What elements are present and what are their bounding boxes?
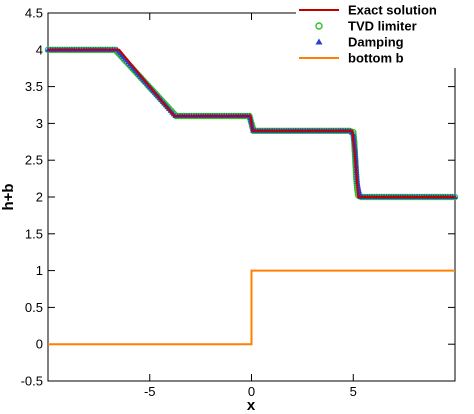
series-line xyxy=(48,269,455,346)
y-tick-label: 2.5 xyxy=(25,153,43,168)
legend-item: TVD limiter xyxy=(315,19,417,34)
y-tick-label: 4 xyxy=(36,42,43,57)
legend-swatch xyxy=(315,38,323,45)
series-bottom-b xyxy=(48,269,455,346)
legend-swatch xyxy=(315,22,323,30)
y-tick-label: 3 xyxy=(36,116,43,131)
y-tick-label: 3.5 xyxy=(25,79,43,94)
x-tick-label: 0 xyxy=(248,384,255,399)
legend-label: Exact solution xyxy=(348,3,437,18)
y-tick-label: 0 xyxy=(36,337,43,352)
legend-label: Damping xyxy=(348,35,404,50)
series-line xyxy=(48,48,455,198)
x-axis-label: x xyxy=(247,397,256,414)
x-tick-label: -5 xyxy=(144,384,156,399)
legend-item: bottom b xyxy=(299,51,404,66)
y-tick-label: 1.5 xyxy=(25,226,43,241)
y-axis-label: h+b xyxy=(0,183,17,210)
y-tick-label: 2 xyxy=(36,190,43,205)
y-tick-label: -0.5 xyxy=(21,374,43,389)
y-tick-label: 4.5 xyxy=(25,6,43,21)
y-tick-label: 0.5 xyxy=(25,300,43,315)
legend-label: TVD limiter xyxy=(348,19,417,34)
series-exact-solution xyxy=(48,48,455,198)
x-tick-label: 5 xyxy=(350,384,357,399)
legend-item: Exact solution xyxy=(299,3,437,18)
series-layer xyxy=(44,46,459,346)
tick-labels: -5 0 5 -0.5 0 0.5 1 1.5 2 2.5 3 3.5 4 4.5 xyxy=(21,6,357,400)
legend-item: Damping xyxy=(315,35,404,50)
legend-label: bottom b xyxy=(348,51,404,66)
y-tick-label: 1 xyxy=(36,263,43,278)
